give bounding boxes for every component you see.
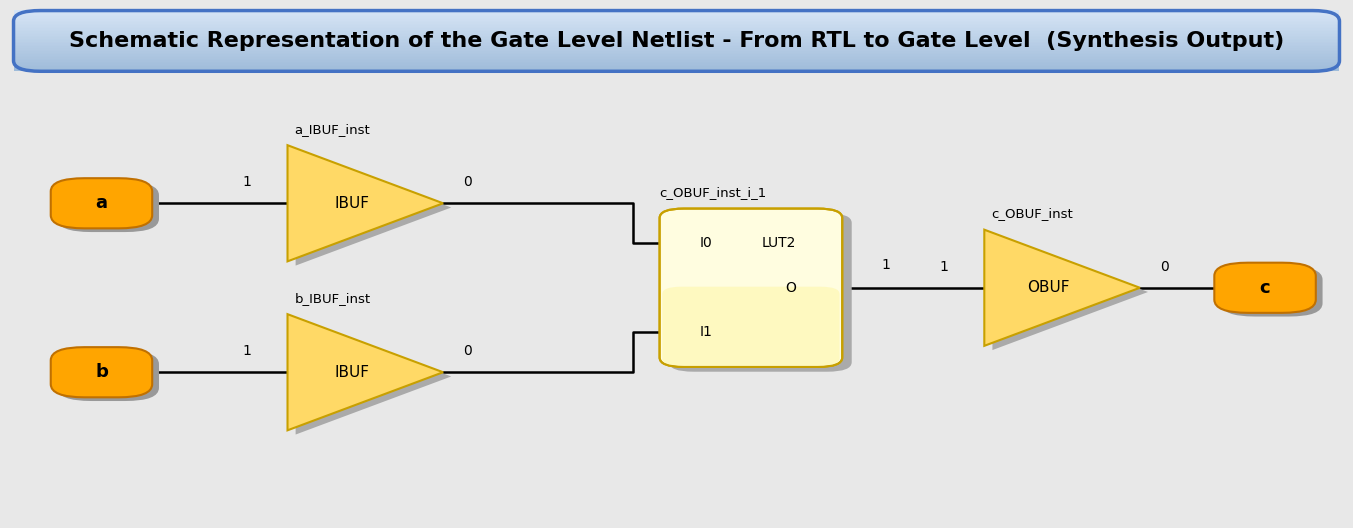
FancyBboxPatch shape	[14, 62, 1339, 64]
Polygon shape	[288, 145, 444, 261]
FancyBboxPatch shape	[14, 43, 1339, 45]
FancyBboxPatch shape	[14, 45, 1339, 47]
FancyBboxPatch shape	[14, 39, 1339, 41]
FancyBboxPatch shape	[14, 19, 1339, 21]
Text: I0: I0	[700, 237, 713, 250]
FancyBboxPatch shape	[14, 28, 1339, 30]
Text: a: a	[96, 194, 107, 212]
FancyBboxPatch shape	[660, 209, 842, 367]
FancyBboxPatch shape	[14, 36, 1339, 38]
FancyBboxPatch shape	[14, 37, 1339, 40]
FancyBboxPatch shape	[14, 41, 1339, 42]
Text: 1: 1	[242, 344, 252, 359]
FancyBboxPatch shape	[57, 351, 160, 401]
FancyBboxPatch shape	[14, 42, 1339, 44]
FancyBboxPatch shape	[1222, 266, 1323, 316]
FancyBboxPatch shape	[14, 54, 1339, 56]
FancyBboxPatch shape	[14, 51, 1339, 53]
FancyBboxPatch shape	[14, 13, 1339, 15]
FancyBboxPatch shape	[14, 15, 1339, 16]
FancyBboxPatch shape	[14, 12, 1339, 14]
Text: c_OBUF_inst_i_1: c_OBUF_inst_i_1	[660, 186, 767, 199]
FancyBboxPatch shape	[14, 55, 1339, 58]
FancyBboxPatch shape	[14, 27, 1339, 29]
Text: Schematic Representation of the Gate Level Netlist - From RTL to Gate Level  (Sy: Schematic Representation of the Gate Lev…	[69, 31, 1284, 51]
FancyBboxPatch shape	[14, 69, 1339, 71]
FancyBboxPatch shape	[663, 287, 839, 366]
Text: 0: 0	[463, 344, 472, 359]
FancyBboxPatch shape	[14, 50, 1339, 52]
FancyBboxPatch shape	[14, 10, 1339, 12]
FancyBboxPatch shape	[14, 68, 1339, 70]
Polygon shape	[993, 234, 1147, 350]
Text: c_OBUF_inst: c_OBUF_inst	[990, 207, 1073, 220]
FancyBboxPatch shape	[14, 57, 1339, 59]
Text: 0: 0	[1160, 260, 1169, 274]
FancyBboxPatch shape	[14, 17, 1339, 20]
FancyBboxPatch shape	[14, 46, 1339, 49]
Text: IBUF: IBUF	[334, 365, 369, 380]
Text: LUT2: LUT2	[762, 237, 796, 250]
FancyBboxPatch shape	[14, 31, 1339, 33]
Polygon shape	[296, 318, 452, 435]
Text: 1: 1	[939, 260, 948, 274]
Text: OBUF: OBUF	[1027, 280, 1070, 295]
Polygon shape	[985, 230, 1141, 346]
Text: b_IBUF_inst: b_IBUF_inst	[295, 291, 371, 305]
FancyBboxPatch shape	[14, 16, 1339, 18]
Text: b: b	[95, 363, 108, 381]
FancyBboxPatch shape	[51, 178, 152, 228]
FancyBboxPatch shape	[14, 21, 1339, 23]
FancyBboxPatch shape	[670, 213, 852, 372]
Text: c: c	[1260, 279, 1270, 297]
FancyBboxPatch shape	[14, 22, 1339, 24]
FancyBboxPatch shape	[14, 34, 1339, 36]
FancyBboxPatch shape	[14, 24, 1339, 26]
Polygon shape	[288, 314, 444, 430]
Text: IBUF: IBUF	[334, 196, 369, 211]
Text: I1: I1	[700, 325, 713, 339]
FancyBboxPatch shape	[14, 64, 1339, 67]
FancyBboxPatch shape	[14, 60, 1339, 62]
FancyBboxPatch shape	[14, 66, 1339, 68]
Polygon shape	[296, 149, 452, 266]
FancyBboxPatch shape	[14, 33, 1339, 35]
Text: a_IBUF_inst: a_IBUF_inst	[295, 122, 369, 136]
FancyBboxPatch shape	[1215, 262, 1315, 313]
FancyBboxPatch shape	[14, 30, 1339, 32]
Text: O: O	[786, 281, 797, 295]
FancyBboxPatch shape	[14, 25, 1339, 27]
FancyBboxPatch shape	[14, 59, 1339, 61]
FancyBboxPatch shape	[51, 347, 152, 397]
FancyBboxPatch shape	[14, 63, 1339, 65]
FancyBboxPatch shape	[57, 182, 160, 232]
Text: 1: 1	[882, 258, 890, 272]
FancyBboxPatch shape	[14, 48, 1339, 50]
FancyBboxPatch shape	[14, 53, 1339, 54]
Text: 0: 0	[463, 175, 472, 190]
Text: 1: 1	[242, 175, 252, 190]
